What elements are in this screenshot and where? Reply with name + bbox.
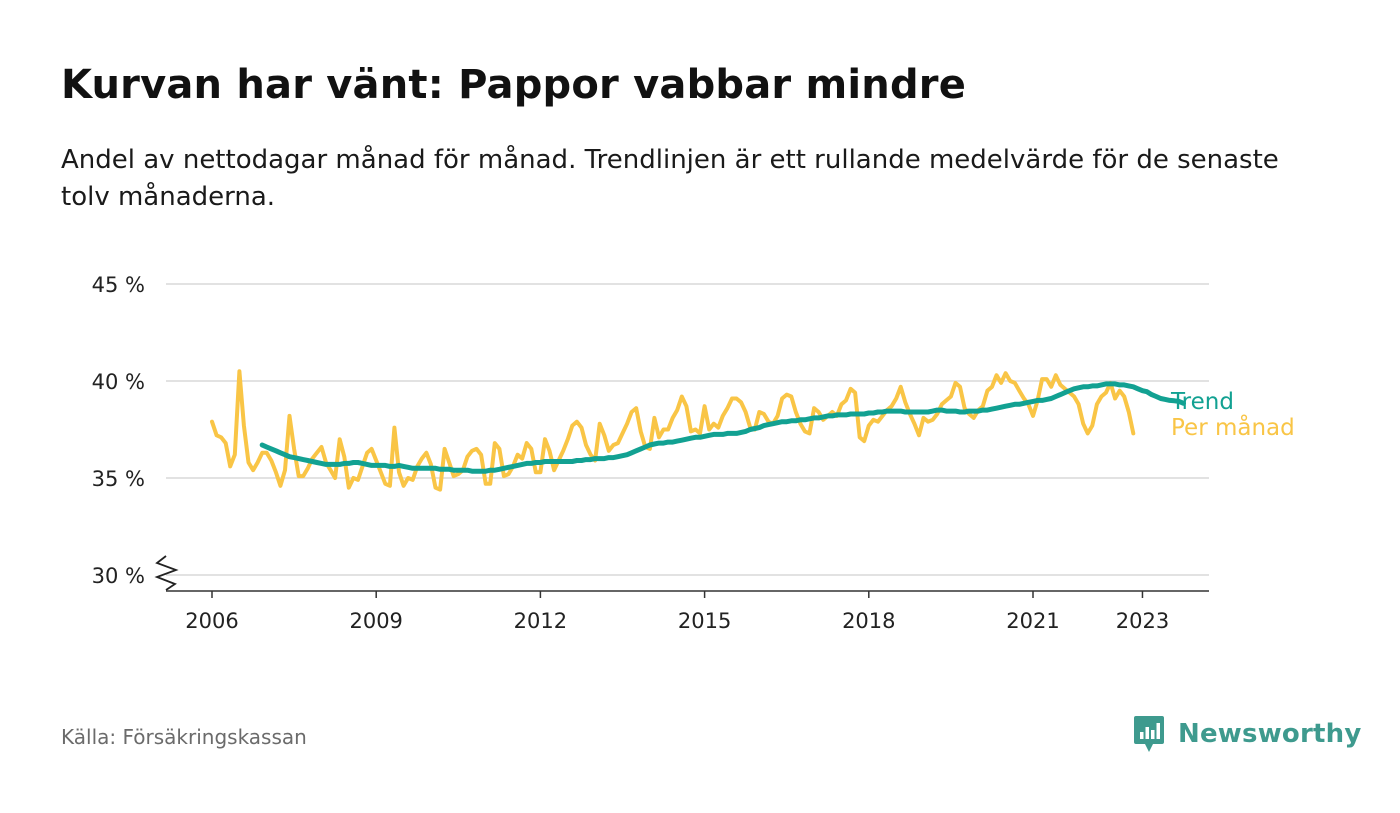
- chart-subtitle: Andel av nettodagar månad för månad. Tre…: [61, 145, 1279, 212]
- chart-title: Kurvan har vänt: Pappor vabbar mindre: [61, 62, 967, 108]
- y-tick-label-35: 35 %: [92, 467, 145, 491]
- series-line-per-manad: [210, 369, 1136, 492]
- x-tick-label-2018: 2018: [842, 609, 895, 633]
- y-axis-labels: 30 % 35 % 40 % 45 %: [92, 273, 145, 588]
- x-axis: [154, 555, 1209, 598]
- x-tick-label-2021: 2021: [1006, 609, 1059, 633]
- brand-name: Newsworthy: [1178, 719, 1362, 749]
- gridlines: [166, 283, 1209, 576]
- x-tick-label-2012: 2012: [514, 609, 567, 633]
- y-tick-label-45: 45 %: [92, 273, 145, 297]
- source-note: Källa: Försäkringskassan: [61, 725, 307, 749]
- x-tick-label-2009: 2009: [349, 609, 402, 633]
- y-tick-label-30: 30 %: [92, 564, 145, 588]
- axis-break-icon: [154, 555, 179, 591]
- x-tick-label-2023: 2023: [1116, 609, 1169, 633]
- x-tick-label-2006: 2006: [185, 609, 238, 633]
- newsworthy-brand[interactable]: Newsworthy: [1132, 712, 1361, 756]
- newsworthy-logo-icon: [1134, 716, 1164, 752]
- x-axis-labels: 2006 2009 2012 2015 2018 2021 2023: [185, 609, 1169, 633]
- y-tick-label-40: 40 %: [92, 370, 145, 394]
- x-tick-label-2015: 2015: [678, 609, 731, 633]
- legend-label-per-manad: Per månad: [1171, 413, 1295, 441]
- series-lines: [210, 369, 1186, 492]
- legend-label-trend: Trend: [1170, 389, 1234, 415]
- series-line-trend: [259, 381, 1186, 474]
